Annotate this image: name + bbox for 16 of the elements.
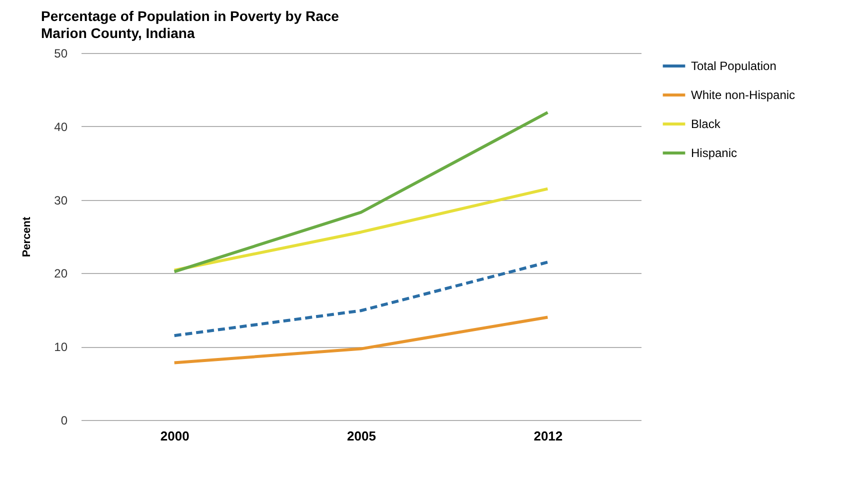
x-tick-label: 2000	[160, 428, 190, 444]
y-tick-label: 30	[54, 193, 68, 208]
chart-title: Percentage of Population in Poverty by Race	[41, 8, 340, 24]
chart-subtitle: Marion County, Indiana	[41, 25, 195, 41]
x-tick-label: 2012	[534, 428, 563, 444]
y-tick-label: 50	[54, 46, 68, 60]
y-tick-label: 0	[60, 414, 68, 428]
y-tick-label: 10	[54, 340, 68, 354]
y-tick-label: 20	[54, 266, 68, 281]
legend-label: Total Population	[691, 59, 776, 73]
y-axis-title: Percent	[21, 216, 34, 258]
legend-label: Black	[691, 117, 722, 131]
legend-label: White non-Hispanic	[691, 88, 796, 102]
x-tick-label: 2005	[347, 428, 376, 444]
y-tick-label: 40	[54, 120, 68, 134]
legend-label: Hispanic	[691, 146, 738, 160]
